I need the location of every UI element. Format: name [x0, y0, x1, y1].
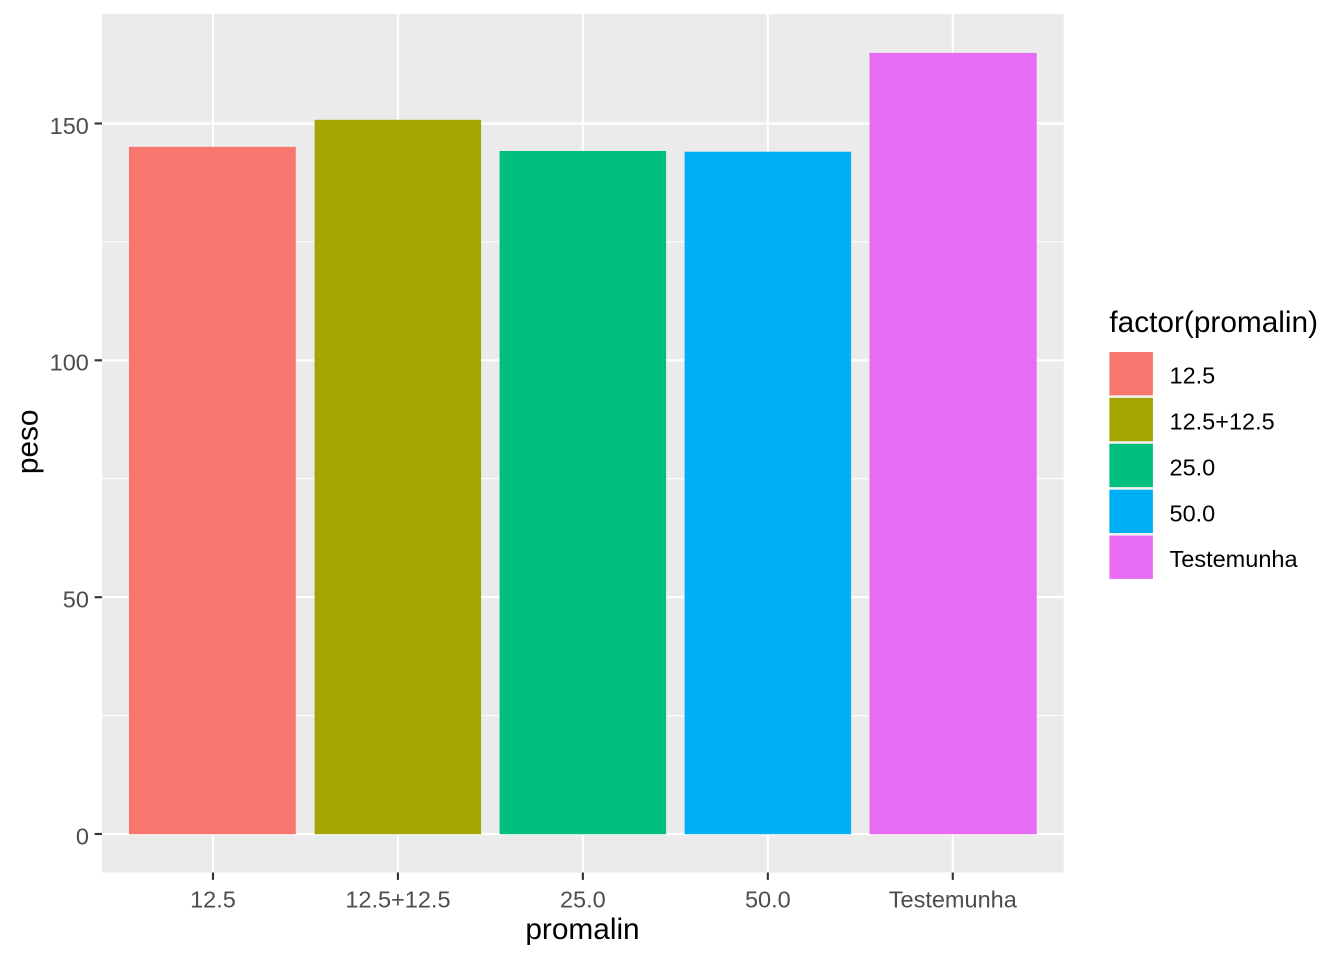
svg-text:25.0: 25.0: [560, 886, 606, 912]
svg-text:peso: peso: [11, 409, 44, 474]
svg-text:12.5: 12.5: [190, 886, 236, 912]
svg-text:50: 50: [63, 587, 89, 613]
svg-text:factor(promalin): factor(promalin): [1109, 306, 1318, 339]
svg-text:25.0: 25.0: [1170, 454, 1216, 480]
svg-text:0: 0: [76, 823, 89, 849]
svg-text:100: 100: [50, 350, 89, 376]
svg-text:50.0: 50.0: [745, 886, 791, 912]
svg-text:12.5+12.5: 12.5+12.5: [1170, 409, 1275, 435]
svg-text:Testemunha: Testemunha: [1170, 546, 1299, 572]
svg-text:150: 150: [50, 113, 89, 139]
svg-text:Testemunha: Testemunha: [889, 886, 1018, 912]
svg-text:promalin: promalin: [525, 913, 639, 946]
svg-text:50.0: 50.0: [1170, 500, 1216, 526]
svg-text:12.5+12.5: 12.5+12.5: [345, 886, 450, 912]
svg-text:12.5: 12.5: [1170, 363, 1216, 389]
